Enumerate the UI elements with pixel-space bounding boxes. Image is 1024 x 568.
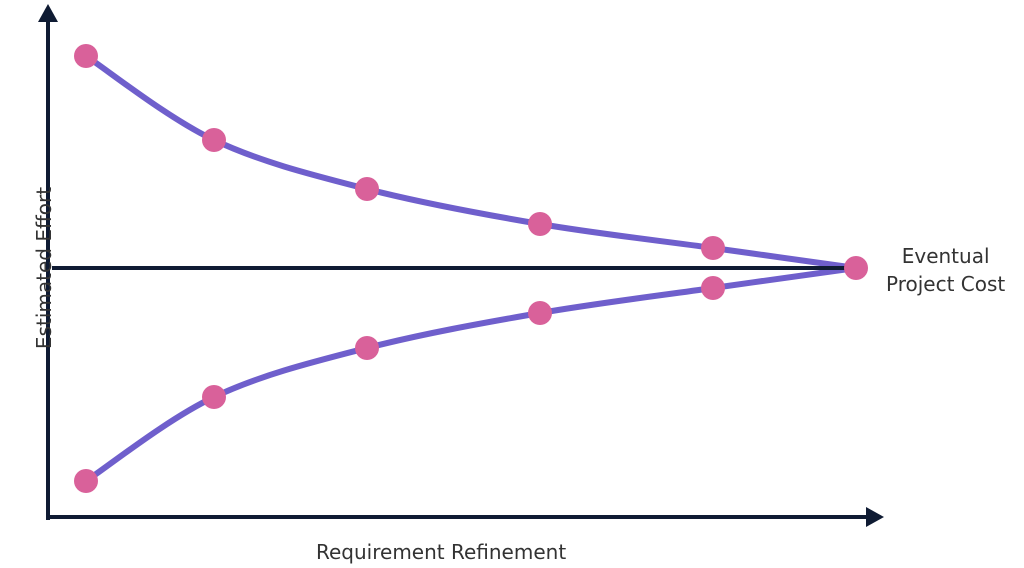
lower-estimate-point	[74, 469, 98, 493]
lower-estimate-point	[701, 276, 725, 300]
upper-estimate-curve	[84, 53, 857, 271]
y-axis-arrow-icon	[38, 4, 58, 22]
eventual-cost-label-line1: Eventual	[901, 244, 990, 268]
upper-estimate-point	[528, 212, 552, 236]
lower-estimate-point	[202, 385, 226, 409]
lower-estimate-curve	[84, 265, 857, 484]
eventual-cost-label-line2: Project Cost	[886, 272, 1006, 296]
upper-estimate-point	[74, 44, 98, 68]
lower-estimate-point	[528, 301, 552, 325]
upper-estimate-point	[844, 256, 868, 280]
x-axis-label: Requirement Refinement	[316, 540, 567, 564]
lower-estimate-point	[355, 336, 379, 360]
y-axis-label: Estimated Effort	[32, 186, 56, 350]
upper-estimate-point	[355, 177, 379, 201]
upper-estimate-point	[701, 236, 725, 260]
upper-estimate-point	[202, 128, 226, 152]
x-axis-arrow-icon	[866, 507, 884, 527]
eventual-project-cost-label: Eventual Project Cost	[886, 242, 1005, 298]
